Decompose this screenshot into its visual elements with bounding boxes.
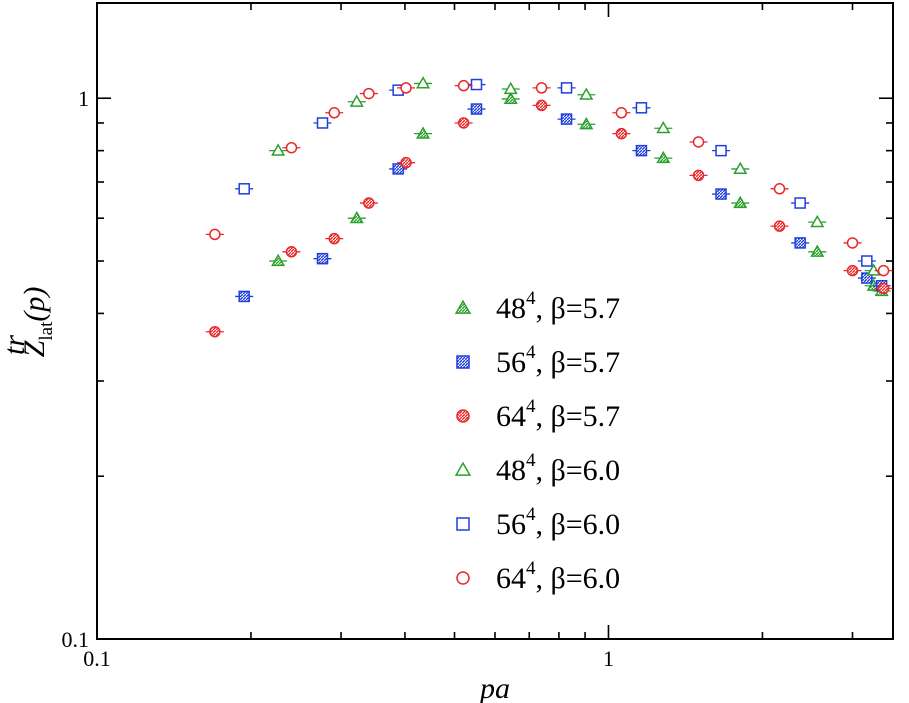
data-point — [810, 214, 825, 228]
data-point — [238, 183, 250, 195]
data-point — [773, 183, 786, 195]
data-point — [615, 107, 628, 119]
legend-marker — [456, 517, 470, 531]
legend-item: 564, β=5.7 — [456, 342, 620, 379]
legend-item: 484, β=6.0 — [454, 450, 620, 487]
data-markers — [205, 76, 893, 338]
data-point — [271, 143, 286, 156]
legend-marker — [456, 571, 470, 585]
data-point — [285, 141, 298, 154]
legend-marker — [454, 299, 472, 314]
x-tick-label: 0.1 — [83, 646, 111, 671]
data-point — [715, 188, 727, 200]
axis-tick-labels: 0.1 1 0.1 1 — [62, 86, 614, 671]
data-point — [846, 237, 859, 249]
data-point — [392, 163, 404, 175]
legend-label: 564, β=6.0 — [496, 504, 620, 541]
data-point — [733, 195, 748, 209]
data-point — [635, 102, 648, 114]
y-axis-title-sub: lat — [36, 321, 57, 341]
series-5 — [235, 78, 876, 267]
data-point — [579, 87, 594, 100]
x-tick-label: 1 — [603, 646, 614, 671]
data-point — [846, 264, 859, 277]
legend: 484, β=5.7 564, β=5.7 644, β=5.7 484, β=6.0… — [454, 288, 620, 595]
legend-item: 484, β=5.7 — [454, 288, 620, 325]
legend-marker — [456, 409, 470, 423]
data-point — [400, 82, 412, 94]
data-point — [363, 197, 375, 209]
data-point — [457, 79, 470, 92]
data-point — [733, 161, 748, 175]
data-point — [866, 263, 881, 276]
plot-frame — [96, 2, 894, 640]
series-1 — [269, 91, 891, 297]
data-point — [457, 117, 470, 129]
data-point — [349, 210, 364, 224]
data-point — [861, 255, 873, 267]
data-point — [773, 220, 786, 232]
data-point — [209, 228, 221, 241]
x-axis-title: pa — [478, 672, 510, 703]
legend-label: 484, β=5.7 — [496, 288, 620, 325]
legend-marker — [454, 461, 472, 476]
data-point — [579, 117, 594, 130]
svg-text:Zlat(p): Zlat(p) — [18, 287, 57, 358]
legend-label: 644, β=5.7 — [496, 396, 620, 433]
legend-item: 644, β=5.7 — [456, 396, 620, 433]
data-point — [416, 76, 431, 89]
data-point — [560, 113, 573, 125]
data-point — [238, 290, 250, 303]
data-point — [328, 232, 341, 245]
data-point — [316, 252, 329, 265]
data-point — [656, 120, 671, 134]
data-point — [470, 103, 483, 115]
data-point — [535, 99, 548, 112]
data-point — [535, 82, 548, 94]
data-point — [470, 78, 483, 91]
data-point — [363, 87, 375, 100]
data-point — [715, 144, 727, 157]
y-tick-label: 0.1 — [62, 627, 90, 652]
y-tick-label: 1 — [78, 86, 89, 111]
data-point — [692, 136, 705, 148]
legend-label: 644, β=6.0 — [496, 558, 620, 595]
data-point — [416, 126, 431, 139]
data-point — [877, 264, 890, 277]
data-point — [400, 156, 412, 169]
data-point — [316, 117, 329, 129]
data-point — [328, 107, 341, 119]
y-axis-title-main: Z — [18, 340, 51, 357]
data-point — [349, 94, 364, 107]
data-point — [503, 81, 518, 95]
data-point — [794, 237, 806, 249]
series-4 — [269, 76, 883, 276]
y-axis-title-arg: (p) — [18, 287, 51, 322]
data-point — [656, 150, 671, 164]
data-point — [635, 144, 648, 157]
y-axis-title-sup: tr — [0, 335, 31, 355]
data-point — [271, 253, 286, 267]
data-point — [794, 197, 806, 209]
data-point — [861, 272, 873, 284]
data-point — [692, 169, 705, 182]
legend-label: 484, β=6.0 — [496, 450, 620, 487]
series-3 — [205, 99, 893, 338]
legend-label: 564, β=5.7 — [496, 342, 620, 379]
y-axis-title: Zlat(p) tr — [0, 287, 57, 358]
data-point — [560, 82, 573, 94]
legend-item: 644, β=6.0 — [456, 558, 620, 595]
series-6 — [205, 79, 893, 277]
axis-ticks — [96, 3, 893, 640]
data-point — [810, 244, 825, 257]
legend-item: 564, β=6.0 — [456, 504, 620, 541]
data-point — [877, 282, 890, 295]
data-point — [503, 91, 518, 104]
data-point — [615, 127, 628, 140]
data-point — [285, 246, 298, 258]
legend-marker — [456, 355, 470, 369]
data-point — [209, 325, 221, 338]
